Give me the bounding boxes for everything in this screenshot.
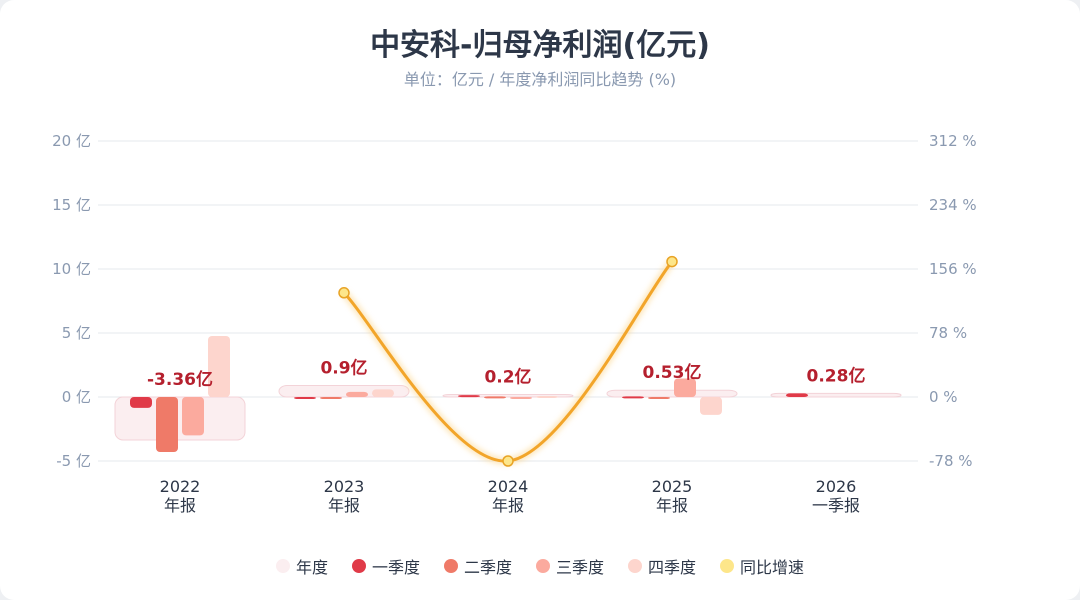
quarter-bar-q2: [648, 397, 670, 399]
growth-point: [502, 455, 514, 467]
x-tick-label: 2025: [652, 477, 693, 496]
data-label: 0.53亿: [643, 362, 702, 383]
quarter-bar-q4: [700, 397, 722, 415]
legend-marker-icon: [536, 559, 550, 573]
quarter-bar-q1: [622, 396, 644, 399]
legend-label: 三季度: [556, 558, 605, 577]
legend-label: 同比增速: [740, 558, 805, 577]
quarter-bar-q2: [320, 397, 342, 399]
quarter-bar-q2: [484, 396, 506, 399]
data-label: 0.9亿: [320, 357, 367, 378]
quarter-bar-q1: [458, 395, 480, 398]
quarter-bar-q2: [156, 397, 178, 453]
legend-item[interactable]: 一季度: [351, 554, 420, 578]
legend-item[interactable]: 二季度: [443, 554, 512, 578]
data-label: -3.36亿: [147, 369, 213, 390]
legend-item[interactable]: 四季度: [628, 554, 696, 578]
right-tick-label: 78 %: [929, 324, 967, 342]
x-tick-label: 年报: [328, 496, 360, 515]
quarter-bar-q1: [130, 397, 152, 408]
x-tick-label: 2022: [160, 477, 201, 496]
chart-subtitle: 单位：亿元 / 年度净利润同比趋势 (%): [403, 70, 677, 89]
quarter-bar-q3: [346, 391, 368, 397]
legend-marker-icon: [628, 559, 643, 573]
legend-marker-icon: [275, 559, 290, 573]
quarter-bar-q4: [536, 395, 558, 398]
legend-marker-icon: [351, 559, 366, 573]
legend-label: 一季度: [371, 558, 420, 577]
legend-marker-icon: [443, 559, 458, 573]
chart-title: 中安科-归母净利润(亿元): [370, 28, 710, 63]
x-tick-label: 年报: [656, 496, 688, 515]
legend-marker-icon: [720, 559, 735, 573]
right-tick-label: 156 %: [929, 260, 977, 278]
x-tick-label: 年报: [164, 496, 196, 515]
left-tick-label: 10 亿: [52, 260, 91, 278]
quarter-bar-q3: [674, 378, 696, 397]
data-label: 0.2亿: [484, 366, 531, 387]
x-tick-label: 一季报: [812, 496, 860, 515]
legend-label: 四季度: [648, 558, 697, 577]
data-label: 0.28亿: [807, 365, 866, 386]
right-tick-label: 0 %: [929, 388, 958, 406]
growth-point: [338, 287, 350, 299]
left-tick-label: 0 亿: [62, 388, 91, 406]
right-tick-label: 234 %: [929, 196, 977, 214]
x-tick-label: 2023: [324, 477, 365, 496]
growth-point: [666, 255, 678, 268]
x-tick-label: 2024: [488, 477, 529, 496]
quarter-bar-q1: [786, 393, 808, 397]
quarter-bar-q3: [182, 397, 204, 436]
legend-item[interactable]: 同比增速: [720, 554, 804, 578]
right-tick-label: 312 %: [929, 132, 977, 150]
left-tick-label: 5 亿: [62, 324, 91, 342]
annual-bar: [606, 389, 738, 398]
right-tick-label: -78 %: [929, 452, 973, 470]
legend: 年度 一季度 二季度 三季度 四季度 同比增速: [0, 554, 1080, 578]
left-tick-label: 20 亿: [52, 132, 91, 150]
quarter-bar-q4: [372, 389, 394, 397]
legend-item[interactable]: 三季度: [536, 554, 604, 578]
legend-label: 年度: [295, 558, 328, 577]
left-tick-label: -5 亿: [56, 452, 91, 470]
growth-line: [342, 260, 674, 463]
quarter-bar-q3: [510, 397, 532, 399]
quarter-bar-q1: [294, 397, 316, 399]
x-tick-label: 年报: [492, 496, 524, 515]
quarter-bar-q4: [208, 335, 230, 397]
legend-label: 二季度: [463, 558, 512, 577]
legend-item[interactable]: 年度: [275, 554, 328, 578]
x-tick-label: 2026: [816, 477, 857, 496]
left-tick-label: 15 亿: [52, 196, 91, 214]
